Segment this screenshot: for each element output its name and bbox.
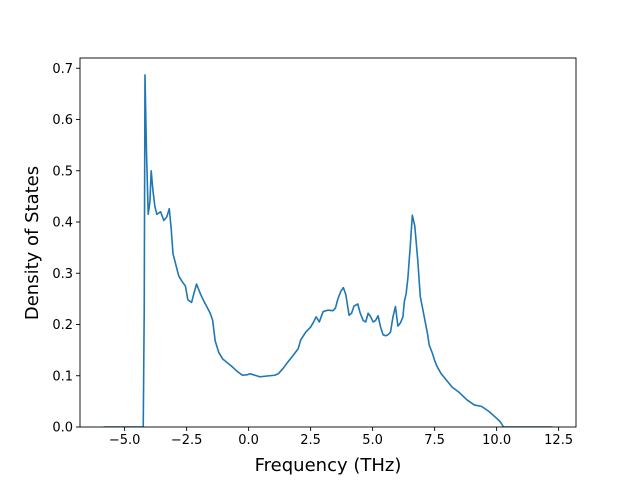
dos-series-line: [103, 74, 553, 427]
y-tick-label: 0.3: [52, 267, 73, 282]
x-tick-label: 12.5: [544, 433, 573, 448]
axes-frame: [79, 57, 577, 428]
y-tick-label: 0.6: [52, 113, 73, 128]
x-axis-label: Frequency (THz): [255, 455, 402, 476]
axes: −5.0 −2.5 0.0 2.5 5.0 7.5 10.0 12.5 0.0 0.1 0.2 0.3…: [52, 57, 577, 448]
x-tick-label: 7.5: [424, 433, 445, 448]
x-tick-label: −2.5: [171, 433, 203, 448]
x-tick-label: 10.0: [482, 433, 511, 448]
x-tick-label: 5.0: [362, 433, 383, 448]
y-tick-label: 0.7: [52, 62, 73, 77]
x-tick-label: 0.0: [238, 433, 259, 448]
x-tick-label: −5.0: [109, 433, 141, 448]
y-tick-label: 0.2: [52, 318, 73, 333]
y-tick-label: 0.5: [52, 164, 73, 179]
y-tick-label: 0.4: [52, 216, 73, 231]
y-tick-label: 0.1: [52, 369, 73, 384]
y-tick-label: 0.0: [52, 421, 73, 436]
x-tick-label: 2.5: [300, 433, 321, 448]
y-axis-label: Density of States: [22, 166, 43, 320]
plot-area: [103, 74, 553, 427]
